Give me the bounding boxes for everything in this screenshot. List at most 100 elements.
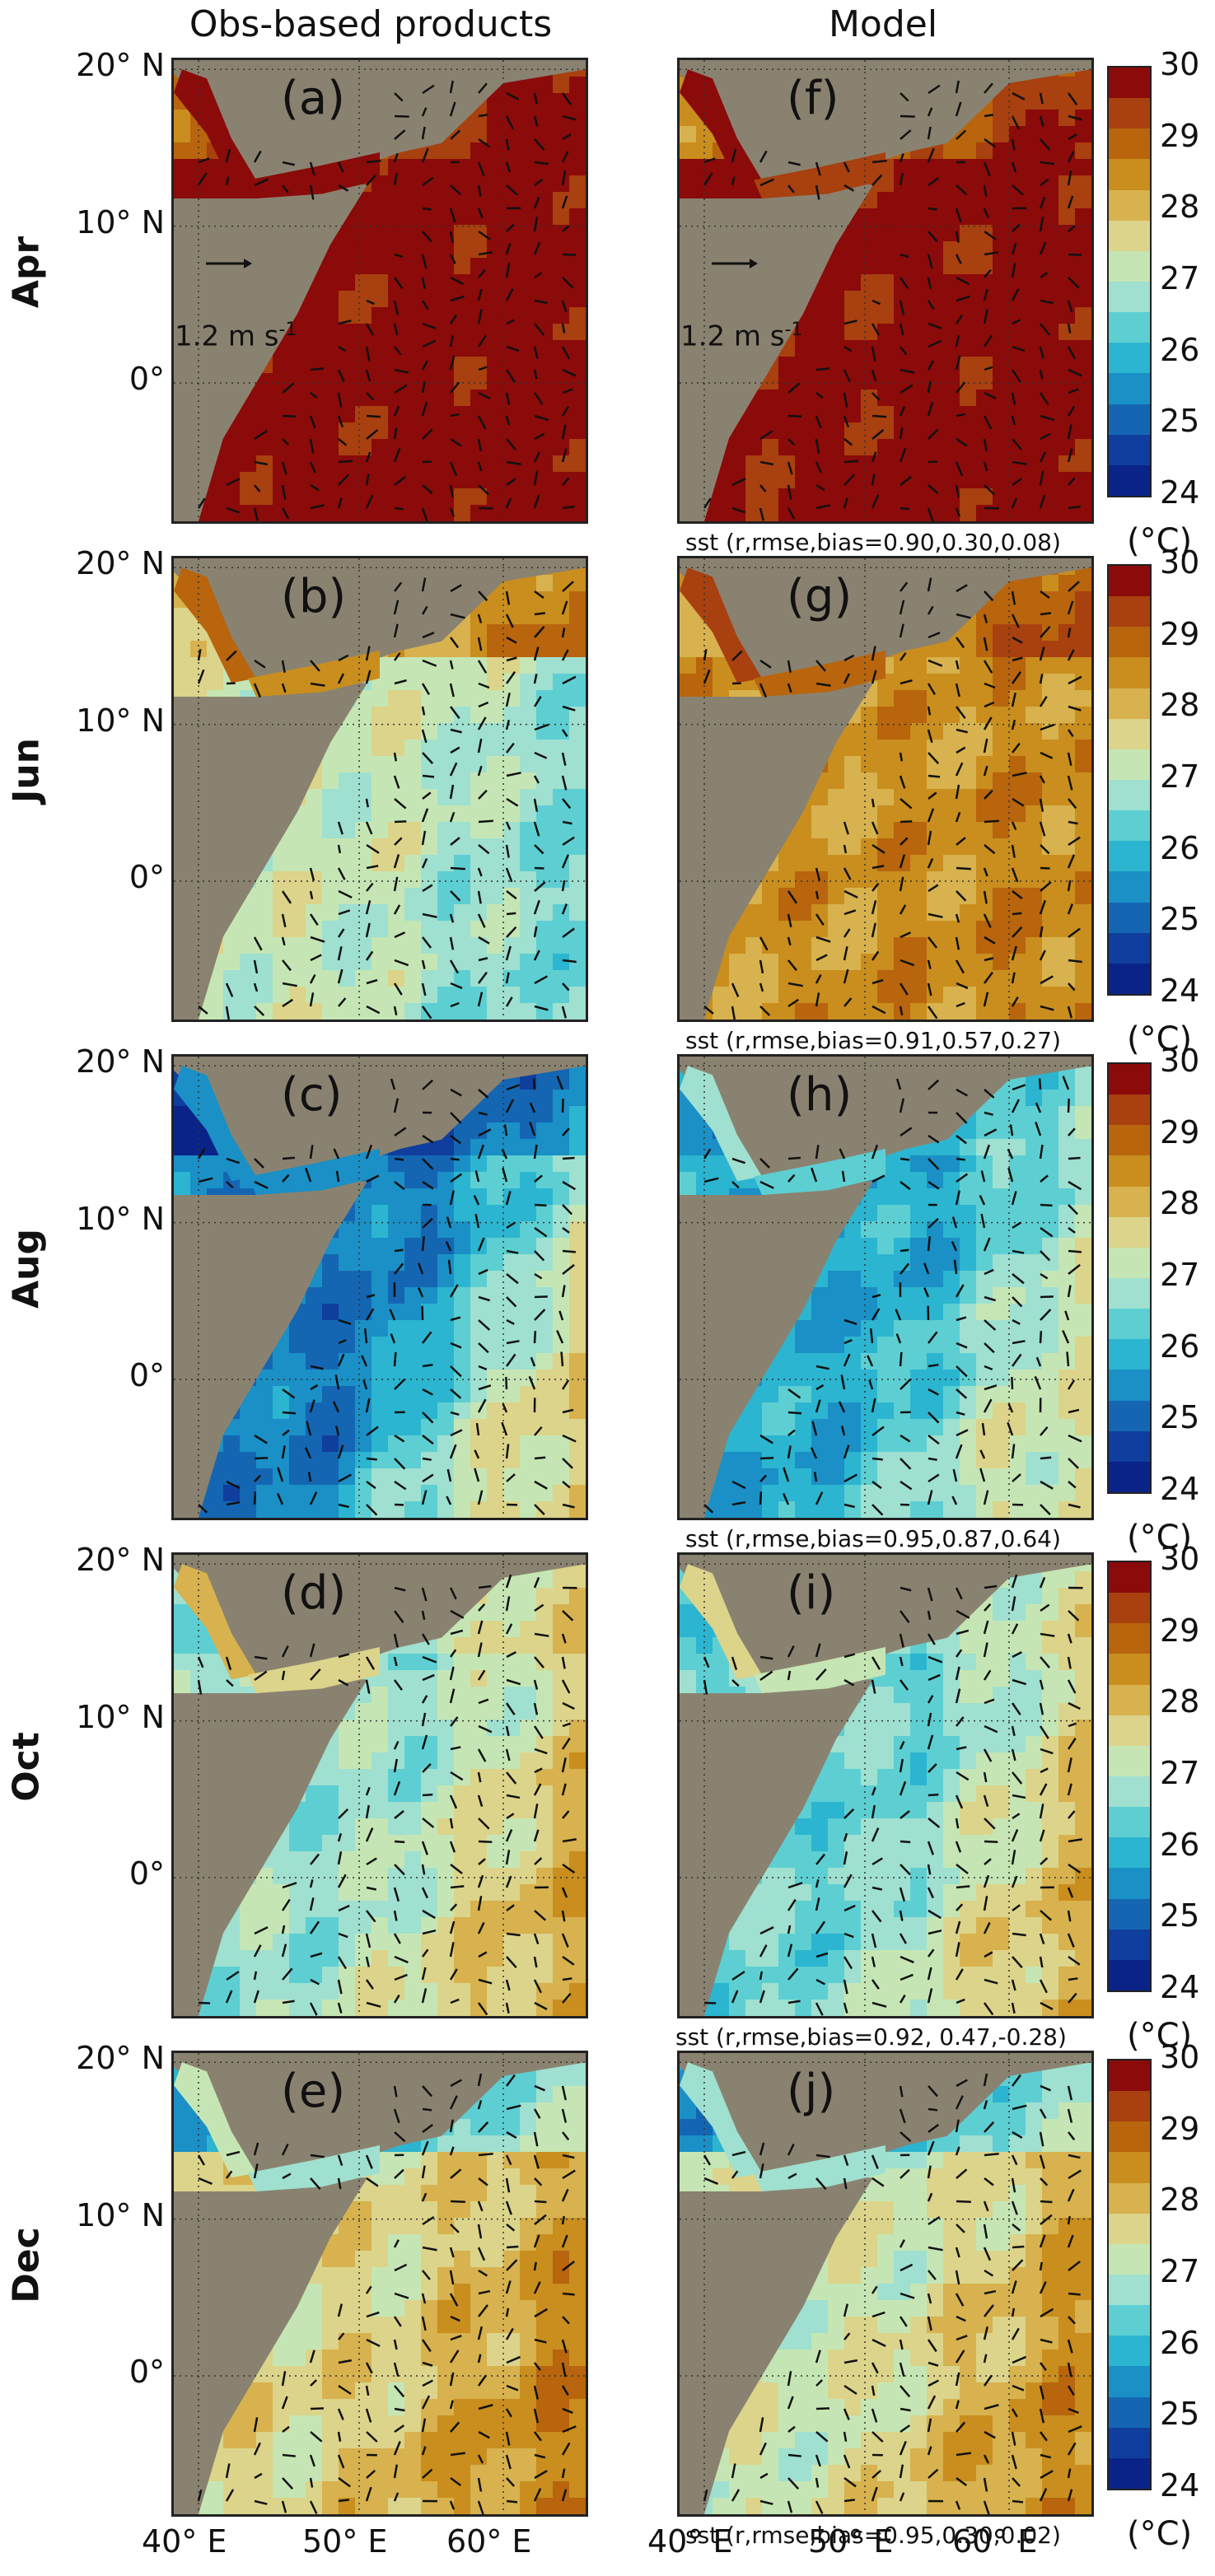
africa-landmass bbox=[680, 1181, 873, 1518]
colorbar-tick-label: 26 bbox=[1160, 331, 1200, 368]
latitude-label: 20° N bbox=[76, 1542, 165, 1579]
longitude-label: 60° E bbox=[446, 2523, 532, 2560]
latitude-label: 10° N bbox=[76, 2196, 165, 2233]
colorbar-tick-label: 26 bbox=[1160, 1826, 1200, 1863]
current-vectors bbox=[703, 2073, 1082, 2514]
sst-field bbox=[680, 2053, 1091, 2514]
latitude-label: 20° N bbox=[76, 1043, 165, 1080]
current-vectors bbox=[703, 1076, 1082, 1516]
sst-field bbox=[680, 60, 1091, 521]
red-sea bbox=[174, 1564, 256, 1680]
colorbar-tick-label: 28 bbox=[1160, 687, 1200, 724]
arabia-landmass bbox=[174, 60, 586, 189]
arabia-landmass bbox=[680, 2053, 1091, 2182]
colorbar-tick-label: 30 bbox=[1160, 46, 1200, 82]
colorbar-tick-label: 29 bbox=[1160, 117, 1200, 154]
colorbar-tick-label: 26 bbox=[1160, 829, 1200, 866]
africa-landmass bbox=[174, 1679, 367, 2016]
africa-landmass bbox=[680, 2177, 873, 2514]
colorbar-tick-label: 29 bbox=[1160, 1113, 1200, 1150]
obs-column-title: Obs-based products bbox=[189, 3, 553, 45]
panel-label: (a) bbox=[281, 72, 346, 125]
obs-map-panel: (c) bbox=[171, 1054, 588, 1520]
gulf-of-aden bbox=[754, 2145, 886, 2191]
arabia-landmass bbox=[680, 558, 1091, 688]
colorbar-tick-label: 24 bbox=[1160, 2467, 1200, 2504]
arabia-landmass bbox=[174, 558, 586, 688]
colorbar-tick-label: 25 bbox=[1160, 901, 1200, 938]
model-map-panel: (f) bbox=[677, 58, 1094, 524]
colorbar-tick-label: 24 bbox=[1160, 1969, 1200, 2005]
latitude-label: 0° bbox=[129, 859, 165, 895]
longitude-label: 50° E bbox=[302, 2523, 388, 2560]
sst-field bbox=[174, 2053, 586, 2514]
scale-label: 1.2 m s-1 bbox=[175, 320, 297, 353]
colorbar-tick-label: 26 bbox=[1160, 1328, 1200, 1365]
model-column-title: Model bbox=[828, 3, 938, 45]
obs-map-panel: (b) bbox=[171, 556, 588, 1022]
colorbar-tick-label: 27 bbox=[1160, 758, 1200, 795]
red-sea bbox=[680, 1066, 762, 1182]
gulf-of-aden bbox=[248, 1149, 380, 1195]
colorbar-tick-label: 30 bbox=[1160, 2039, 1200, 2075]
panel-label: (c) bbox=[281, 1068, 343, 1122]
red-sea bbox=[174, 69, 256, 185]
scale-arrow-icon bbox=[204, 255, 254, 275]
sst-field bbox=[174, 558, 586, 1020]
colorbar-tick-label: 28 bbox=[1160, 189, 1200, 226]
sst-field bbox=[174, 1555, 586, 2016]
colorbar-tick-label: 24 bbox=[1160, 474, 1200, 511]
gulf-of-aden bbox=[754, 1149, 886, 1195]
colorbar-unit: (°C) bbox=[1127, 2017, 1193, 2055]
longitude-label: 50° E bbox=[808, 2523, 894, 2560]
latitude-label: 10° N bbox=[76, 203, 165, 240]
colorbar-tick-label: 24 bbox=[1160, 1471, 1200, 1507]
panel-label: (b) bbox=[281, 570, 347, 623]
gulf-of-aden bbox=[754, 1647, 886, 1693]
panel-label: (g) bbox=[787, 570, 853, 623]
model-stats: sst (r,rmse,bias=0.91,0.57,0.27) bbox=[685, 1027, 1061, 1054]
model-map-panel: (j) bbox=[677, 2051, 1094, 2517]
latitude-label: 10° N bbox=[76, 702, 165, 739]
colorbar-tick-label: 29 bbox=[1160, 2110, 1200, 2147]
obs-map-panel: (d) bbox=[171, 1552, 588, 2018]
colorbar-tick-label: 29 bbox=[1160, 1612, 1200, 1649]
africa-landmass bbox=[680, 1679, 873, 2016]
colorbar-tick-label: 27 bbox=[1160, 1257, 1200, 1293]
sst-field bbox=[174, 60, 586, 521]
latitude-label: 0° bbox=[129, 1855, 165, 1892]
red-sea bbox=[174, 2062, 256, 2178]
colorbar-tick-label: 25 bbox=[1160, 1399, 1200, 1436]
scale-label: 1.2 m s-1 bbox=[680, 320, 803, 353]
africa-landmass bbox=[174, 2177, 367, 2514]
sst-field bbox=[174, 1057, 586, 1518]
gulf-of-aden bbox=[248, 2145, 380, 2191]
current-vectors bbox=[703, 1574, 1083, 2016]
arabia-landmass bbox=[174, 1057, 586, 1186]
current-vectors bbox=[197, 1076, 577, 1516]
sst-colorbar bbox=[1107, 1062, 1152, 1494]
scale-arrow-icon bbox=[710, 255, 759, 275]
sst-colorbar bbox=[1107, 564, 1152, 996]
current-vectors bbox=[197, 2073, 577, 2514]
panel-label: (f) bbox=[787, 72, 839, 125]
latitude-label: 20° N bbox=[76, 2040, 165, 2077]
colorbar-unit: (°C) bbox=[1127, 1020, 1193, 1058]
colorbar-tick-label: 26 bbox=[1160, 2324, 1200, 2361]
current-vectors bbox=[197, 577, 577, 1020]
panel-label: (e) bbox=[281, 2065, 346, 2118]
arabia-landmass bbox=[680, 1057, 1091, 1186]
obs-map-panel: (a) bbox=[171, 58, 588, 524]
colorbar-tick-label: 28 bbox=[1160, 1683, 1200, 1720]
arabia-landmass bbox=[680, 60, 1091, 189]
colorbar-tick-label: 29 bbox=[1160, 615, 1200, 652]
model-map-panel: (h) bbox=[677, 1054, 1094, 1520]
panel-label: (j) bbox=[787, 2065, 836, 2118]
current-vectors bbox=[197, 80, 577, 521]
africa-landmass bbox=[680, 184, 873, 521]
latitude-label: 0° bbox=[129, 2354, 165, 2390]
model-stats: sst (r,rmse,bias=0.90,0.30,0.08) bbox=[685, 529, 1061, 556]
colorbar-tick-label: 27 bbox=[1160, 2253, 1200, 2289]
colorbar-tick-label: 24 bbox=[1160, 973, 1200, 1009]
africa-landmass bbox=[174, 1181, 367, 1518]
